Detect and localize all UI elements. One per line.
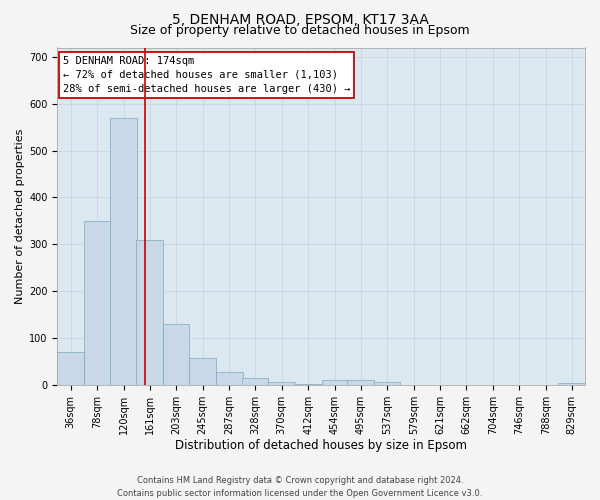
- Bar: [190, 358, 216, 385]
- Bar: [163, 324, 190, 385]
- Bar: [374, 382, 400, 385]
- Bar: [295, 384, 322, 385]
- Text: 5 DENHAM ROAD: 174sqm
← 72% of detached houses are smaller (1,103)
28% of semi-d: 5 DENHAM ROAD: 174sqm ← 72% of detached …: [62, 56, 350, 94]
- Bar: [110, 118, 137, 385]
- Text: 5, DENHAM ROAD, EPSOM, KT17 3AA: 5, DENHAM ROAD, EPSOM, KT17 3AA: [172, 12, 428, 26]
- Bar: [268, 382, 295, 385]
- Bar: [216, 372, 242, 385]
- Text: Contains HM Land Registry data © Crown copyright and database right 2024.
Contai: Contains HM Land Registry data © Crown c…: [118, 476, 482, 498]
- Bar: [242, 378, 268, 385]
- Bar: [559, 382, 585, 385]
- Bar: [84, 221, 110, 385]
- Bar: [322, 380, 348, 385]
- Bar: [136, 240, 163, 385]
- Bar: [347, 380, 374, 385]
- Text: Size of property relative to detached houses in Epsom: Size of property relative to detached ho…: [130, 24, 470, 37]
- X-axis label: Distribution of detached houses by size in Epsom: Distribution of detached houses by size …: [175, 440, 467, 452]
- Y-axis label: Number of detached properties: Number of detached properties: [15, 128, 25, 304]
- Bar: [58, 352, 84, 385]
